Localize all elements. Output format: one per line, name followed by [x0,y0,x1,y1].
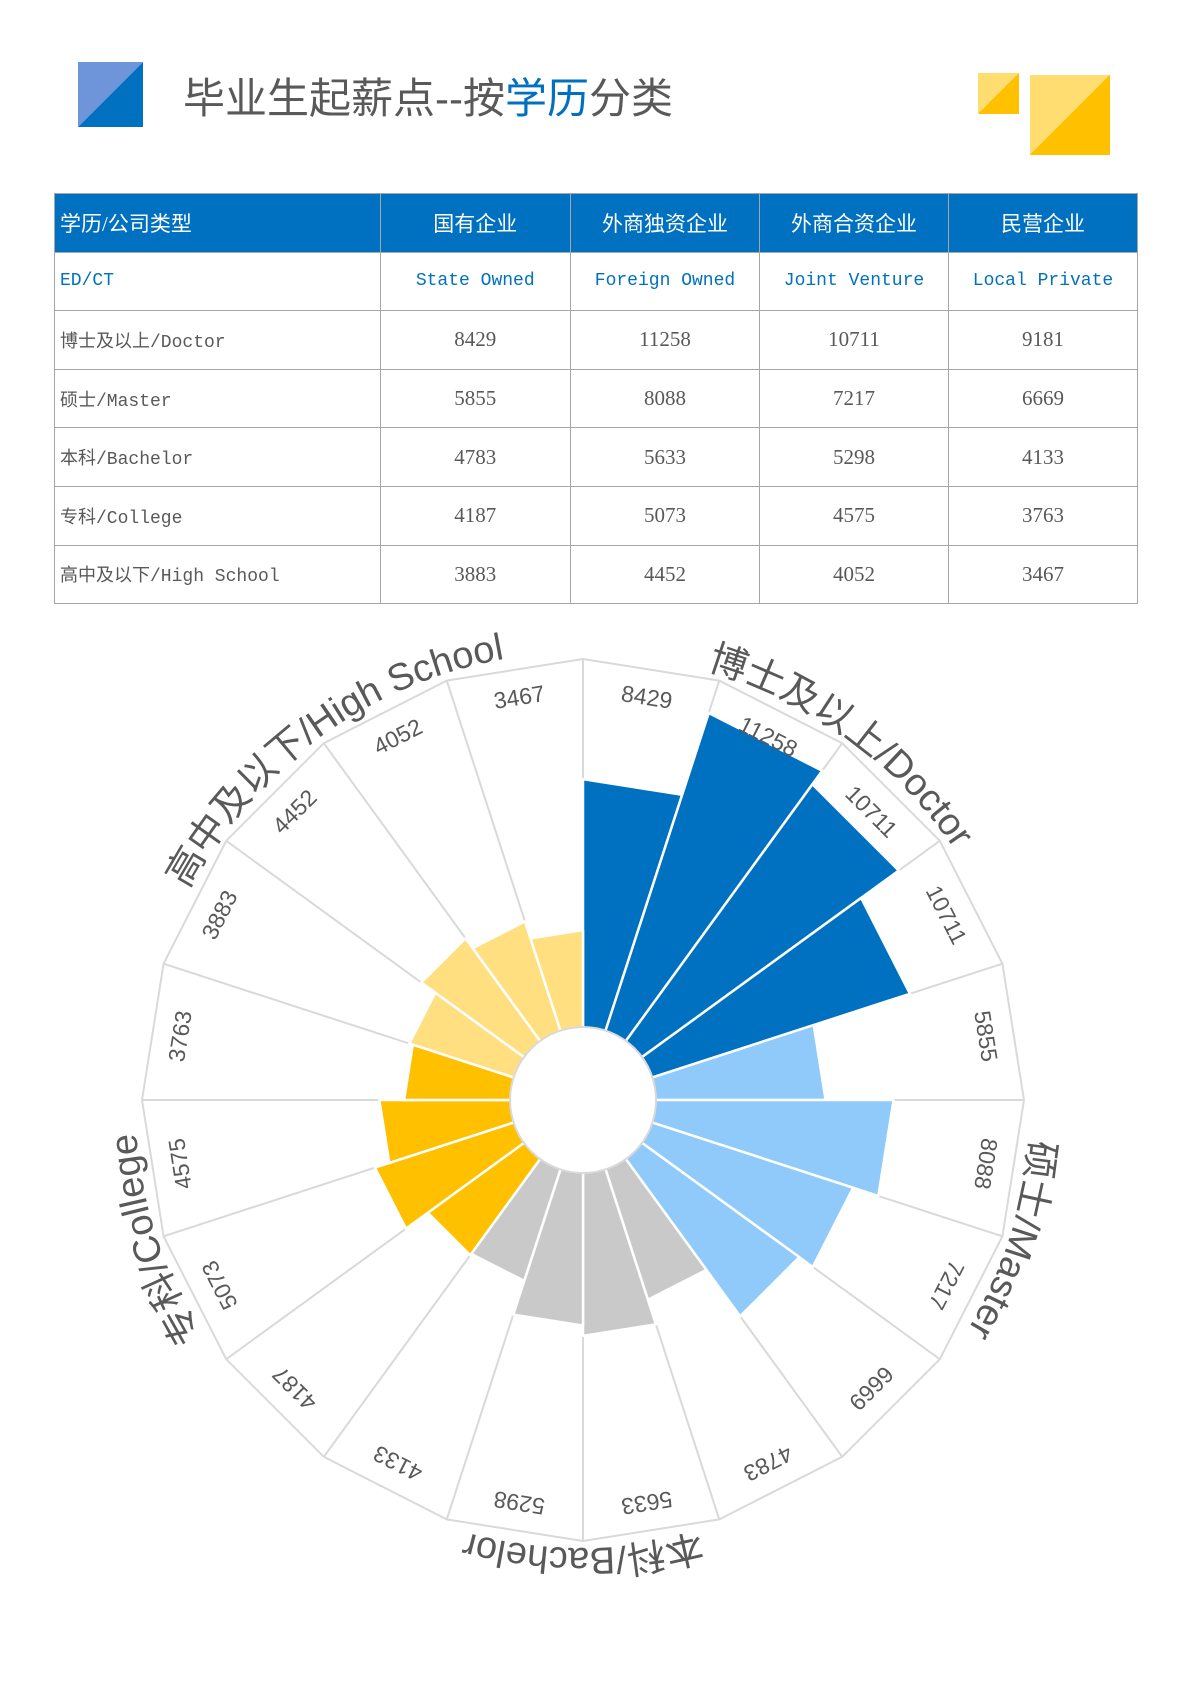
table-row: 本科/Bachelor 4783 5633 5298 4133 [54,427,1138,487]
title-prefix: 毕业生起薪点--按 [183,75,505,122]
table-cell: 5855 [379,368,571,429]
table-row: 硕士/Master 5855 8088 7217 6669 [54,368,1138,429]
table-cell: 9181 [948,310,1138,370]
table-cell: 3763 [948,485,1138,546]
title-suffix: 分类 [589,75,674,122]
table-cell: 8429 [379,310,571,370]
table-cell: 5633 [570,427,760,487]
salary-table: 学历/公司类型 国有企业 外商独资企业 外商合资企业 民营企业 ED/CT St… [54,193,1138,605]
row-label: 高中及以下/High School [54,544,381,605]
table-cell: 7217 [759,368,949,429]
title-highlight: 学历 [504,75,589,122]
table-cell: 4133 [948,427,1138,487]
table-cell: 4052 [759,544,949,605]
header-cell-joint-venture: 外商合资企业 [759,193,949,253]
subheader-cell-joint-venture: Joint Venture [759,251,949,312]
table-cell: 4783 [379,427,571,487]
row-label: 本科/Bachelor [54,427,381,487]
table-cell: 4187 [379,485,571,546]
row-label: 专科/College [54,485,381,546]
table-cell: 5298 [759,427,949,487]
table-row: 专科/College 4187 5073 4575 3763 [54,485,1138,546]
header-cell-education-company: 学历/公司类型 [54,193,381,253]
center-hole [509,1026,657,1174]
page-title: 毕业生起薪点--按学历分类 [183,75,673,123]
table-row: 博士及以上/Doctor 8429 11258 10711 9181 [54,310,1138,370]
subheader-cell-foreign-owned: Foreign Owned [570,251,760,312]
header-cell-state-owned: 国有企业 [379,193,571,253]
table-row: 高中及以下/High School 3883 4452 4052 3467 [54,544,1138,605]
subheader-cell-state-owned: State Owned [379,251,571,312]
row-label: 硕士/Master [54,368,381,429]
table-cell: 6669 [948,368,1138,429]
table-cell: 3467 [948,544,1138,605]
header-cell-foreign-owned: 外商独资企业 [570,193,760,253]
table-cell: 11258 [570,310,760,370]
table-cell: 8088 [570,368,760,429]
header-cell-local-private: 民营企业 [948,193,1138,253]
table-cell: 3883 [379,544,571,605]
table-cell: 4575 [759,485,949,546]
subheader-cell-ed-ct: ED/CT [54,251,381,312]
row-label: 博士及以上/Doctor [54,310,381,370]
title-marker-icon [78,62,143,127]
table-subheader-row: ED/CT State Owned Foreign Owned Joint Ve… [54,251,1138,312]
corner-decoration-small-icon [978,73,1019,114]
subheader-cell-local-private: Local Private [948,251,1138,312]
table-header-row: 学历/公司类型 国有企业 外商独资企业 外商合资企业 民营企业 [54,193,1138,253]
table-cell: 5073 [570,485,760,546]
corner-decoration-large-icon [1030,75,1110,155]
polar-bar-chart: 8429112581071110711585580887217666947835… [103,626,1062,1581]
table-cell: 4452 [570,544,760,605]
table-cell: 10711 [759,310,949,370]
